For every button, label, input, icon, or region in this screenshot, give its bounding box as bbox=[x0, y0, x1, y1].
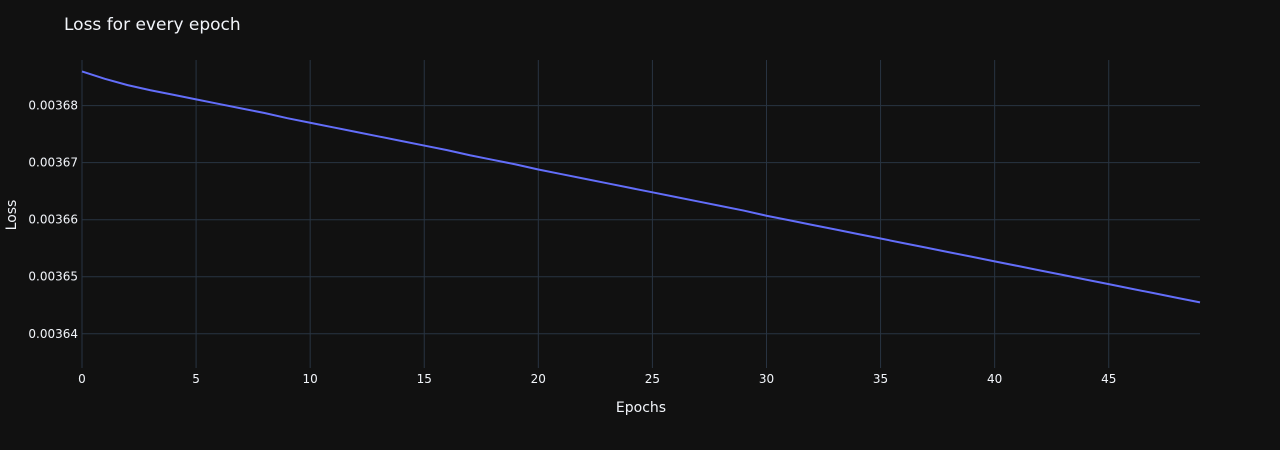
y-tick-label: 0.00366 bbox=[28, 213, 78, 227]
y-axis-ticks: 0.00364 0.00365 0.00366 0.00367 0.00368 bbox=[28, 99, 78, 341]
x-tick-label: 25 bbox=[645, 372, 660, 386]
y-axis-title: Loss bbox=[4, 200, 20, 231]
x-tick-label: 15 bbox=[417, 372, 432, 386]
x-axis-ticks: 0 5 10 15 20 25 30 35 40 45 bbox=[78, 372, 1116, 386]
y-tick-label: 0.00365 bbox=[28, 270, 78, 284]
x-tick-label: 0 bbox=[78, 372, 86, 386]
x-tick-label: 45 bbox=[1101, 372, 1116, 386]
x-tick-label: 30 bbox=[759, 372, 774, 386]
x-tick-label: 10 bbox=[303, 372, 318, 386]
x-tick-label: 20 bbox=[531, 372, 546, 386]
chart-title: Loss for every epoch bbox=[64, 15, 241, 35]
x-tick-label: 5 bbox=[192, 372, 200, 386]
x-tick-label: 40 bbox=[987, 372, 1002, 386]
series-layer bbox=[81, 70, 1201, 304]
x-tick-label: 35 bbox=[873, 372, 888, 386]
grid-layer bbox=[81, 60, 1200, 368]
x-axis-title: Epochs bbox=[616, 400, 666, 416]
y-tick-label: 0.00367 bbox=[28, 156, 78, 170]
y-tick-label: 0.00364 bbox=[28, 327, 78, 341]
y-tick-label: 0.00368 bbox=[28, 99, 78, 113]
series-line bbox=[81, 70, 1201, 304]
